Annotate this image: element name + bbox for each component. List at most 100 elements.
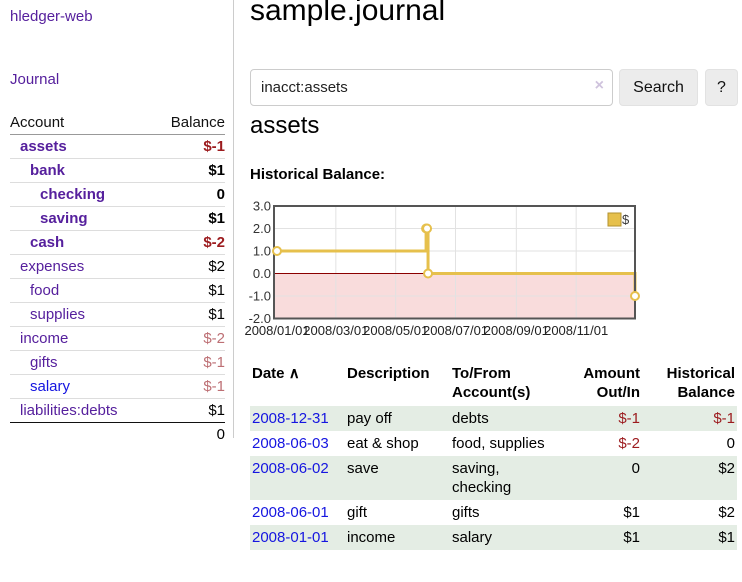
transaction-date-link[interactable]: 2008-06-03 (252, 435, 329, 452)
account-link[interactable]: salary (30, 378, 71, 395)
register-row: 2008-06-03 eat & shop food, supplies $-2 0 (250, 431, 737, 456)
register-row: 2008-12-31 pay off debts $-1 $-1 (250, 406, 737, 431)
register-row: 2008-01-01 income salary $1 $1 (250, 525, 737, 550)
account-link[interactable]: assets (20, 138, 67, 155)
sidebar-divider (233, 0, 234, 438)
account-link[interactable]: gifts (30, 354, 58, 371)
y-axis-tick-label: -2.0 (249, 311, 271, 326)
transaction-amount: $1 (623, 504, 640, 521)
data-point-marker (272, 246, 282, 256)
clear-search-icon[interactable]: × (594, 77, 604, 94)
register-table: Date ∧ Description To/From Account(s) Amoun… (250, 362, 737, 550)
transaction-date-link[interactable]: 2008-06-01 (252, 504, 329, 521)
account-title: assets (250, 112, 320, 139)
sort-asc-icon: ∧ (288, 365, 300, 382)
balance-column-header: Balance (170, 114, 225, 131)
account-link[interactable]: supplies (30, 306, 86, 323)
transaction-balance: $1 (718, 529, 735, 546)
account-link[interactable]: food (30, 282, 60, 299)
account-balance: $1 (208, 402, 225, 419)
y-axis-tick-label: 2.0 (253, 221, 271, 236)
data-point-marker (422, 223, 433, 234)
account-row: checking 0 (10, 183, 225, 207)
register-body: 2008-12-31 pay off debts $-1 $-1 2008-06-03 ea… (250, 406, 737, 550)
account-row: salary $-1 (10, 375, 225, 399)
transaction-description: eat & shop (347, 435, 419, 452)
historical-balance-chart: $3.0 2.0 1.0 0.0 -1.0 -2.0 2008/01/01 2008/03/0… (244, 199, 742, 348)
account-row: supplies $1 (10, 303, 225, 327)
account-row: income $-2 (10, 327, 225, 351)
search-button[interactable]: Search (619, 69, 698, 106)
account-table-header: Account Balance (10, 110, 225, 135)
x-axis-tick-label: 2008/01/01 (244, 323, 309, 338)
y-axis-tick-label: 0.0 (253, 266, 271, 281)
chart-legend: $ (607, 212, 630, 227)
transaction-accounts: saving, checking (452, 460, 512, 496)
sidebar: hledger-web Journal Account Balance asse… (0, 0, 233, 445)
transaction-date-link[interactable]: 2008-01-01 (252, 529, 329, 546)
transaction-accounts: gifts (452, 504, 480, 521)
account-link[interactable]: saving (40, 210, 88, 227)
transaction-amount: $-1 (618, 410, 640, 427)
account-balance: $1 (208, 306, 225, 323)
chart-svg: $3.0 2.0 1.0 0.0 -1.0 -2.02008/01/012008/03/0… (244, 199, 640, 338)
data-point-marker (630, 291, 640, 301)
page-title: sample.journal (250, 0, 446, 27)
account-total-row: 0 (10, 423, 225, 445)
account-balance: $-2 (203, 330, 225, 347)
transaction-balance: $2 (718, 460, 735, 477)
account-row: expenses $2 (10, 255, 225, 279)
transaction-accounts: debts (452, 410, 489, 427)
account-balance: $1 (208, 162, 225, 179)
account-balance: 0 (216, 186, 225, 203)
transaction-accounts: salary (452, 529, 493, 546)
account-row: cash $-2 (10, 231, 225, 255)
transaction-balance: $-1 (713, 410, 735, 427)
transaction-amount: $1 (623, 529, 640, 546)
account-row: assets $-1 (10, 135, 225, 159)
account-row: gifts $-1 (10, 351, 225, 375)
account-link[interactable]: bank (30, 162, 66, 179)
account-link[interactable]: liabilities:debts (20, 402, 118, 419)
transaction-accounts: food, supplies (452, 435, 545, 452)
transaction-date-link[interactable]: 2008-12-31 (252, 410, 329, 427)
account-balance: $1 (208, 210, 225, 227)
register-col-header-0[interactable]: Date ∧ (252, 365, 300, 382)
register-row: 2008-06-02 save saving, checking 0 $2 (250, 456, 737, 500)
chart-title: Historical Balance: (250, 166, 386, 183)
transaction-balance: 0 (726, 435, 735, 452)
help-button[interactable]: ? (705, 69, 738, 106)
account-row: food $1 (10, 279, 225, 303)
account-balance-table: Account Balance assets $-1 bank $1 checking 0… (10, 110, 225, 445)
search-input-wrap: × (250, 69, 613, 106)
account-link[interactable]: expenses (20, 258, 85, 275)
account-link[interactable]: checking (40, 186, 106, 203)
register-col-header-1: Description (347, 365, 430, 382)
y-axis-tick-label: -1.0 (249, 289, 271, 304)
transaction-description: income (347, 529, 396, 546)
account-balance: $-1 (203, 378, 225, 395)
account-balance: $-1 (203, 138, 225, 155)
legend-series-label: $ (622, 212, 630, 227)
y-axis-tick-label: 3.0 (253, 199, 271, 214)
account-link[interactable]: cash (30, 234, 65, 251)
register-col-header-3: Amount Out/In (583, 365, 640, 401)
transaction-date-link[interactable]: 2008-06-02 (252, 460, 329, 477)
sidebar-item-journal[interactable]: Journal (10, 71, 60, 88)
account-link[interactable]: income (20, 330, 69, 347)
app-title-link[interactable]: hledger-web (10, 8, 93, 25)
account-total-value: 0 (216, 425, 225, 443)
account-balance: $-2 (203, 234, 225, 251)
search-input[interactable] (250, 69, 613, 106)
transaction-balance: $2 (718, 504, 735, 521)
transaction-amount: $-2 (618, 435, 640, 452)
account-balance: $-1 (203, 354, 225, 371)
register-row: 2008-06-01 gift gifts $1 $2 (250, 500, 737, 525)
account-rows: assets $-1 bank $1 checking 0 saving $1 cash $-2 e… (10, 135, 225, 423)
register-col-header-4: Historical Balance (666, 365, 735, 401)
account-balance: $1 (208, 282, 225, 299)
register-col-header-2: To/From Account(s) (452, 365, 531, 401)
x-axis-tick-label: 2008/07/01 (423, 323, 488, 338)
transaction-amount: 0 (631, 460, 640, 477)
